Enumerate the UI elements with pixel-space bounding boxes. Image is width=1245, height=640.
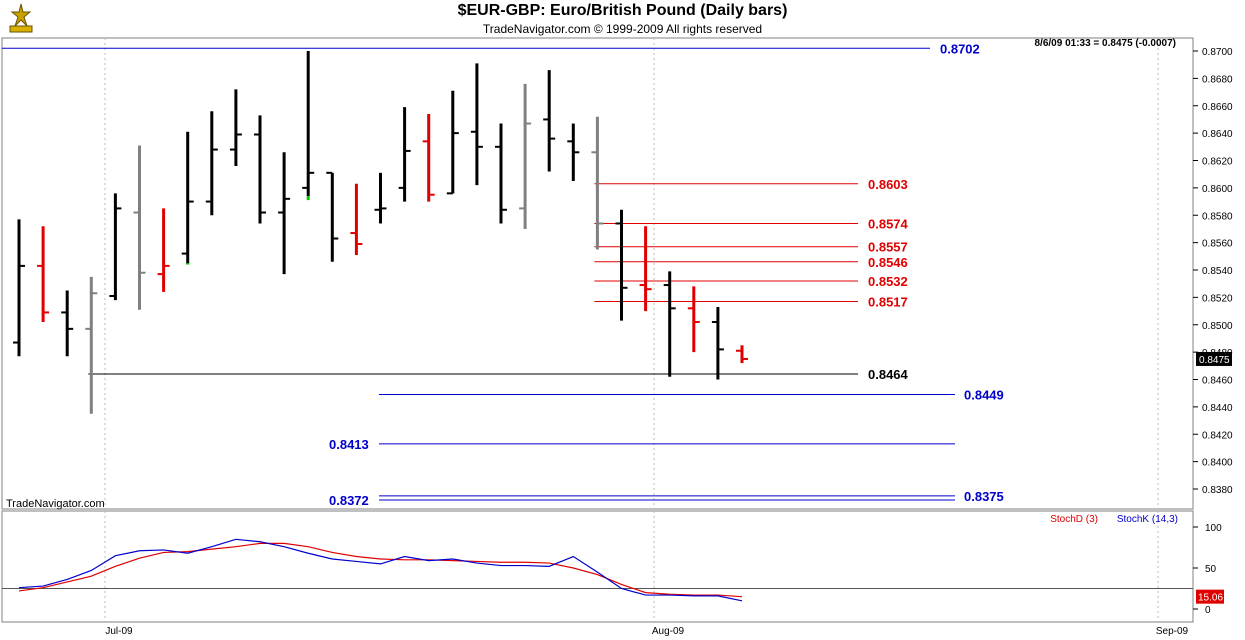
y-tick-label: 0.8600 <box>1202 184 1233 195</box>
last-price-label: 0.8475 <box>1199 355 1230 366</box>
y-tick-label: 0.8460 <box>1202 376 1233 387</box>
y-tick-label: 0.8680 <box>1202 74 1233 85</box>
price-level-label: 0.8372 <box>329 493 369 508</box>
y-tick-label: 0.8700 <box>1202 47 1233 58</box>
price-info: 8/6/09 01:33 = 0.8475 (-0.0007) <box>1035 38 1177 49</box>
price-level-label: 0.8375 <box>964 489 1004 504</box>
y-tick-label: 0.8560 <box>1202 239 1233 250</box>
axis-labels: Jul-09 Aug-09 Sep-09 0.8380 0.8400 0.8420 0.84… <box>105 47 1233 637</box>
x-tick-label: Sep-09 <box>1156 626 1189 637</box>
chart-title: $EUR-GBP: Euro/British Pound (Daily bars… <box>457 2 788 19</box>
y-tick-label: 0.8400 <box>1202 458 1233 469</box>
watermark: TradeNavigator.com <box>6 498 105 510</box>
y-tick-label: 0.8620 <box>1202 157 1233 168</box>
stoch-last-tag <box>1196 589 1224 604</box>
y-tick-label: 0.8640 <box>1202 129 1233 140</box>
price-level-label: 0.8574 <box>868 216 909 231</box>
stochastic-panel: StochD (3) StochK (14,3) <box>2 514 1193 602</box>
price-level-label: 0.8532 <box>868 274 908 289</box>
x-tick-label: Jul-09 <box>105 626 133 637</box>
y-tick-label: 0.8440 <box>1202 403 1233 414</box>
legend-stochk: StochK (14,3) <box>1117 514 1178 525</box>
stoch-last-label: 15.06 <box>1198 593 1223 604</box>
price-level-label: 0.8557 <box>868 240 908 255</box>
price-level-label: 0.8413 <box>329 437 369 452</box>
price-panel-frame <box>1 37 1194 510</box>
last-price-tag <box>1196 351 1232 366</box>
price-level-label: 0.8603 <box>868 177 908 192</box>
trade-navigator-logo-icon <box>9 3 33 33</box>
chart-frame <box>1 37 1194 623</box>
price-bars <box>13 51 748 414</box>
legend-stochd: StochD (3) <box>1050 514 1098 525</box>
y-tick-label: 0.8520 <box>1202 293 1233 304</box>
price-level-label: 0.8464 <box>868 367 909 382</box>
y-tick-label: 0.8500 <box>1202 321 1233 332</box>
y-tick-label: 0.8380 <box>1202 485 1233 496</box>
y-tick-label: 0.8660 <box>1202 102 1233 113</box>
price-level-label: 0.8546 <box>868 255 908 270</box>
y-tick-label: 0.8540 <box>1202 266 1233 277</box>
stoch-panel-frame <box>1 510 1194 623</box>
price-level-label: 0.8702 <box>940 41 980 56</box>
stoch-series-line <box>18 542 743 598</box>
copyright-text: TradeNavigator.com © 1999-2009 All right… <box>482 22 763 36</box>
stoch-tick-label: 100 <box>1205 523 1222 534</box>
stoch-tick-label: 0 <box>1205 605 1211 616</box>
x-tick-label: Aug-09 <box>652 626 685 637</box>
chart-grid <box>104 38 1159 622</box>
stoch-series-line <box>18 538 743 602</box>
y-tick-label: 0.8580 <box>1202 211 1233 222</box>
stoch-tick-label: 50 <box>1205 564 1217 575</box>
y-tick-label: 0.8420 <box>1202 430 1233 441</box>
price-level-label: 0.8517 <box>868 294 908 309</box>
price-level-label: 0.8449 <box>964 388 1004 403</box>
